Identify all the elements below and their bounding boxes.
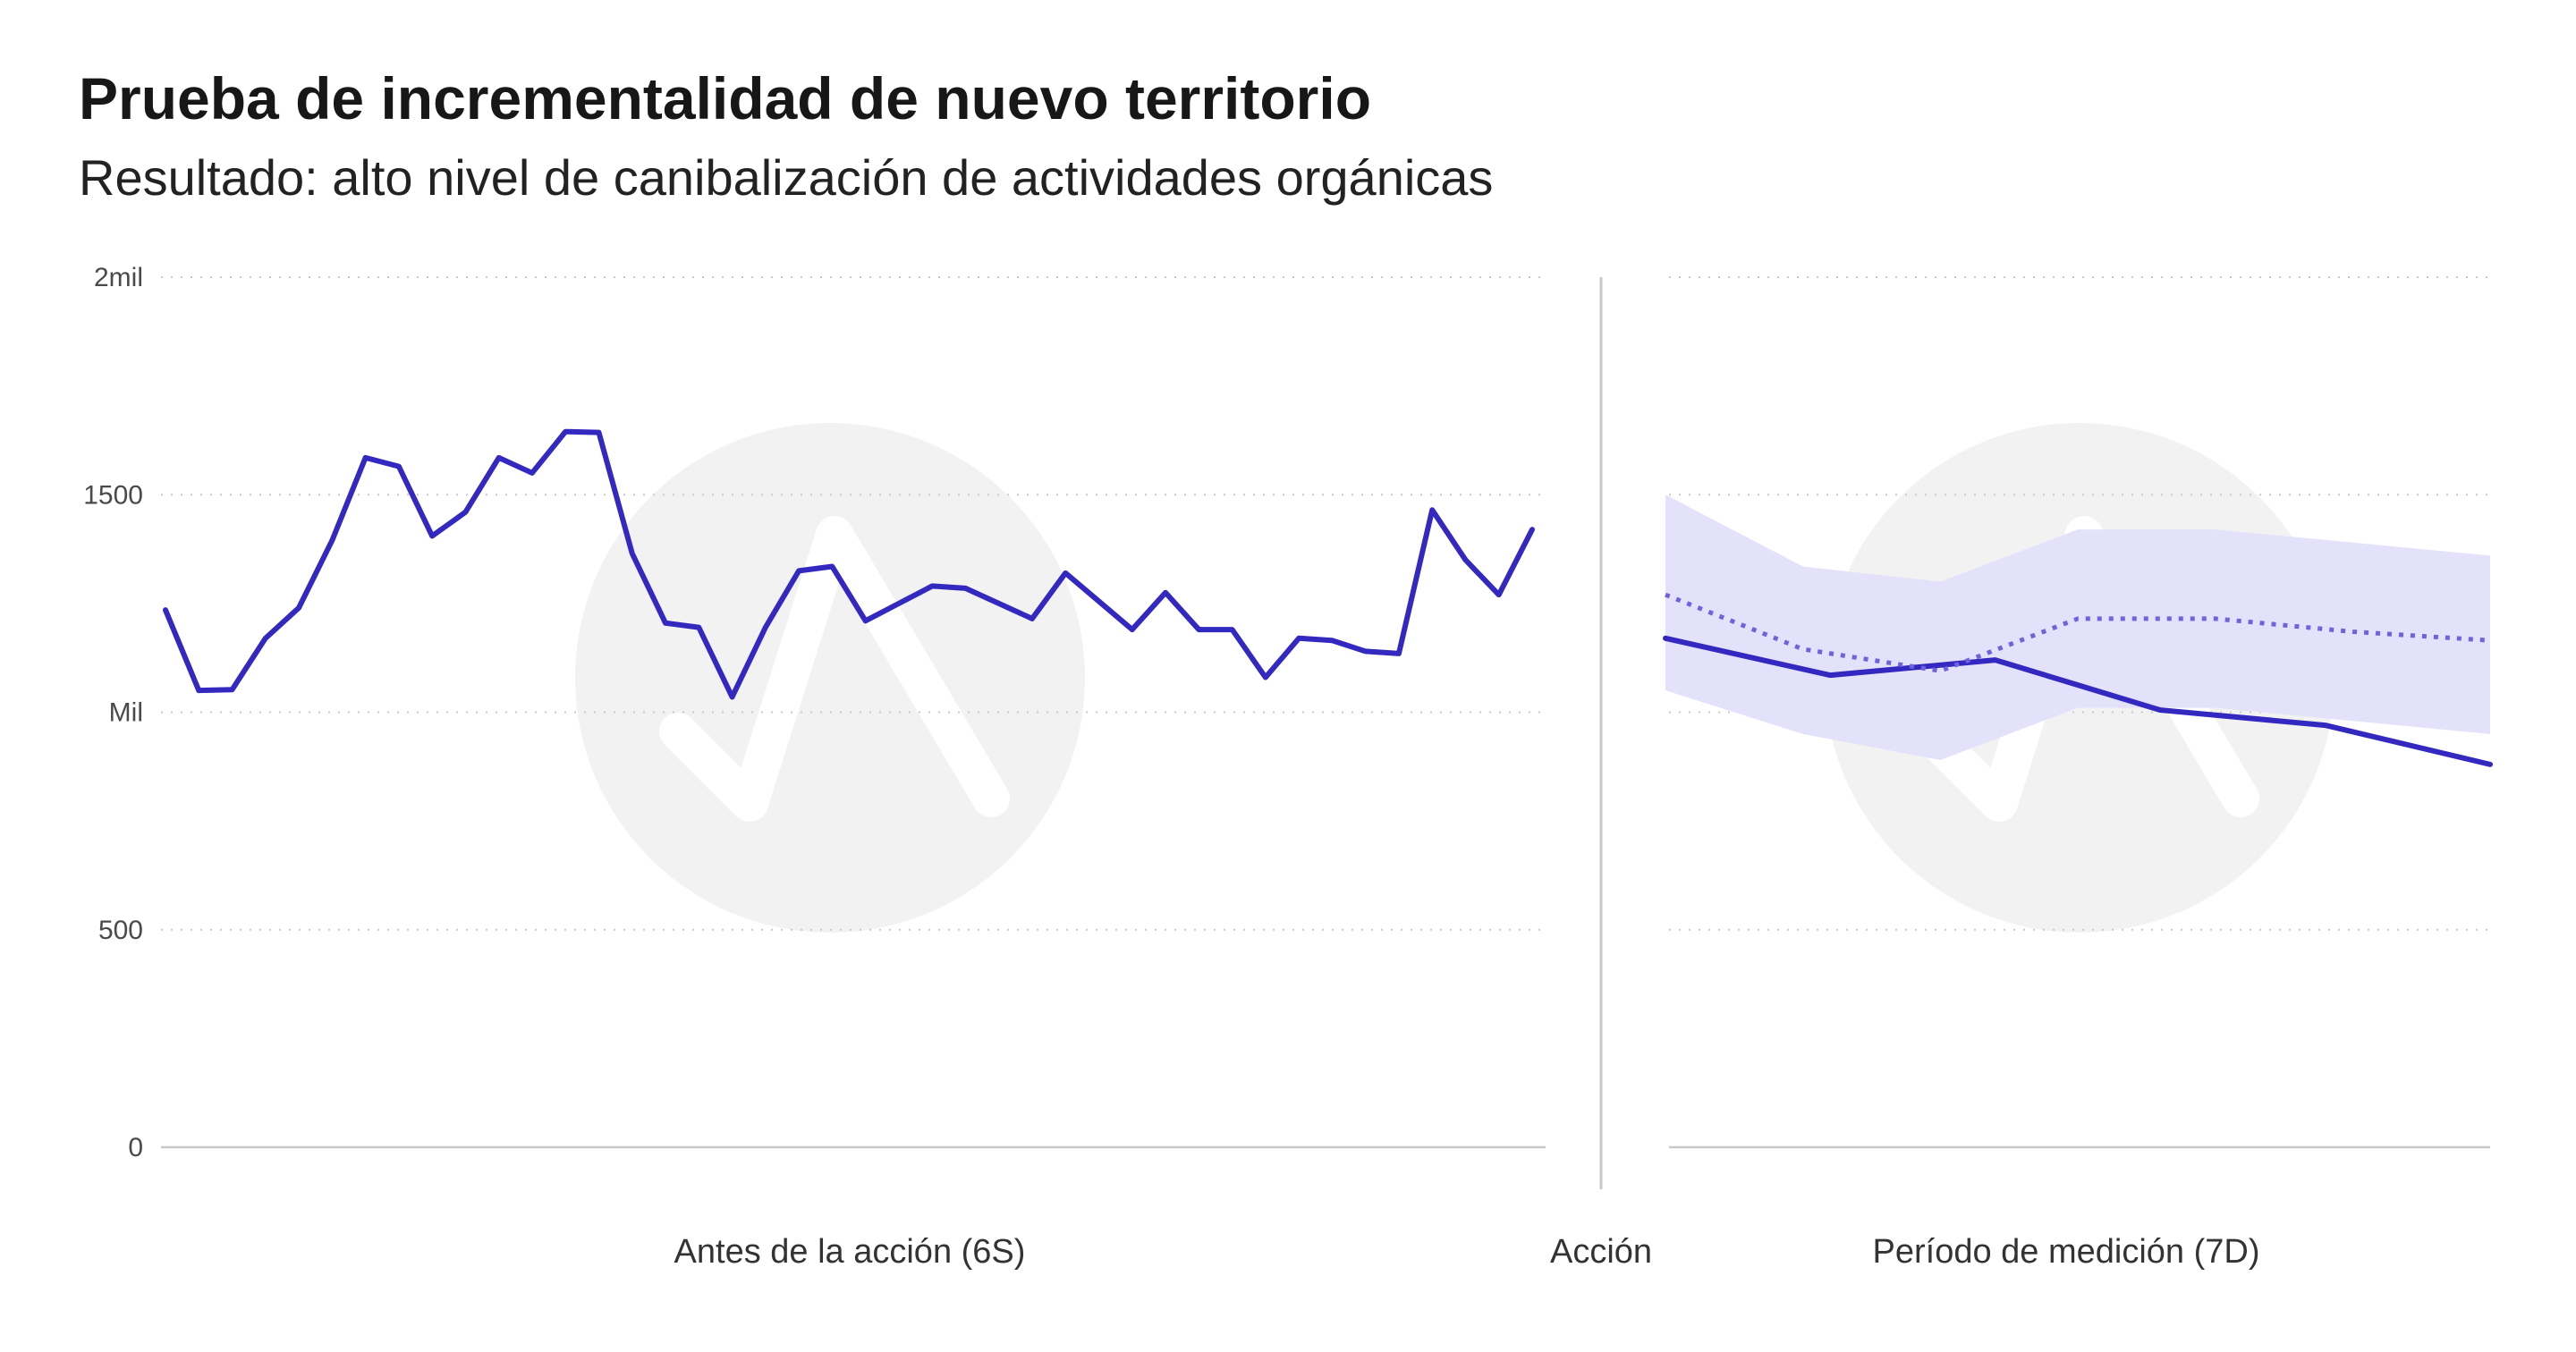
x-label-after: Período de medición (7D) bbox=[1873, 1233, 2260, 1271]
y-axis: 0 500 Mil 1500 2mil bbox=[83, 263, 143, 1162]
y-tick-label: 500 bbox=[98, 916, 143, 945]
series-line-before-actual bbox=[163, 428, 1535, 700]
series-line-after-counterfactual bbox=[1665, 592, 2491, 673]
gridlines bbox=[161, 276, 2490, 1149]
x-label-before: Antes de la acción (6S) bbox=[674, 1233, 1026, 1271]
watermark-circle-0 bbox=[575, 423, 1085, 933]
x-label-action: Acción bbox=[1550, 1233, 1652, 1271]
chart-subtitle: Resultado: alto nivel de canibalización … bbox=[79, 149, 1494, 206]
confidence-band bbox=[1665, 494, 2490, 761]
watermark-mark-0 bbox=[659, 516, 1010, 822]
y-tick-label: 2mil bbox=[94, 263, 143, 292]
y-tick-label: 0 bbox=[128, 1133, 143, 1162]
y-tick-label: 1500 bbox=[83, 480, 143, 510]
band-area bbox=[1665, 494, 2490, 761]
series-line-after-actual bbox=[1663, 635, 2493, 767]
y-tick-label: Mil bbox=[109, 698, 143, 728]
series-lines bbox=[163, 428, 2493, 767]
chart-title: Prueba de incrementalidad de nuevo terri… bbox=[79, 65, 1372, 131]
